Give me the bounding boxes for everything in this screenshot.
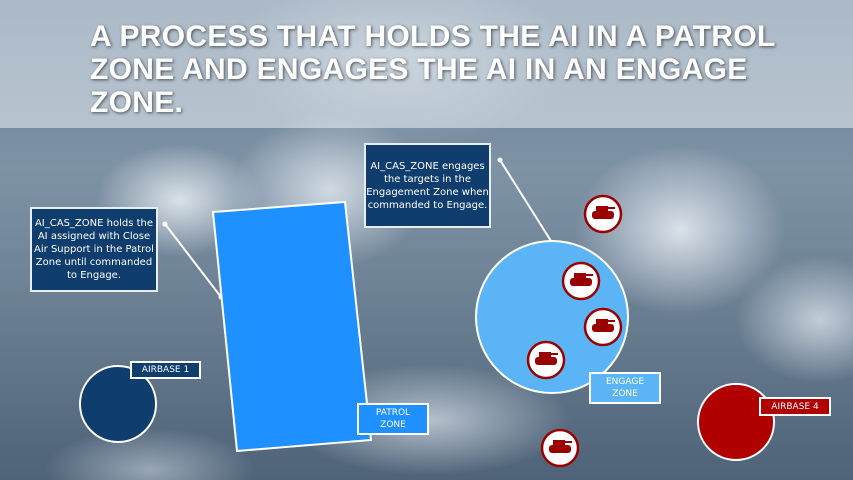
tank-icon	[561, 261, 601, 301]
tank-icon	[583, 307, 623, 347]
patrol-zone-label: PATROL ZONE	[357, 403, 429, 435]
title-banner	[0, 0, 853, 128]
connector-patrol	[164, 223, 222, 298]
connector-dot	[497, 157, 503, 163]
tank-icon	[526, 340, 566, 380]
airbase4-label: AIRBASE 4	[759, 397, 831, 416]
tank-icon	[583, 194, 623, 234]
info-box-engage: AI_CAS_ZONE engages the targets in the E…	[364, 143, 491, 228]
airbase4-circle	[697, 383, 775, 461]
airbase1-circle	[79, 365, 157, 443]
info-text: AI_CAS_ZONE engages the targets in the E…	[366, 160, 489, 211]
slide-title: A PROCESS THAT HOLDS THE AI IN A PATROL …	[90, 20, 776, 119]
patrol-zone-shape	[211, 200, 373, 453]
engage-zone-label: ENGAGE ZONE	[589, 372, 661, 404]
info-text: AI_CAS_ZONE holds the AI assigned with C…	[34, 218, 154, 281]
connector-engage	[499, 159, 552, 242]
tank-icon	[540, 428, 580, 468]
connector-dot	[162, 221, 168, 227]
airbase1-label: AIRBASE 1	[130, 361, 201, 379]
info-box-patrol: AI_CAS_ZONE holds the AI assigned with C…	[30, 207, 158, 292]
